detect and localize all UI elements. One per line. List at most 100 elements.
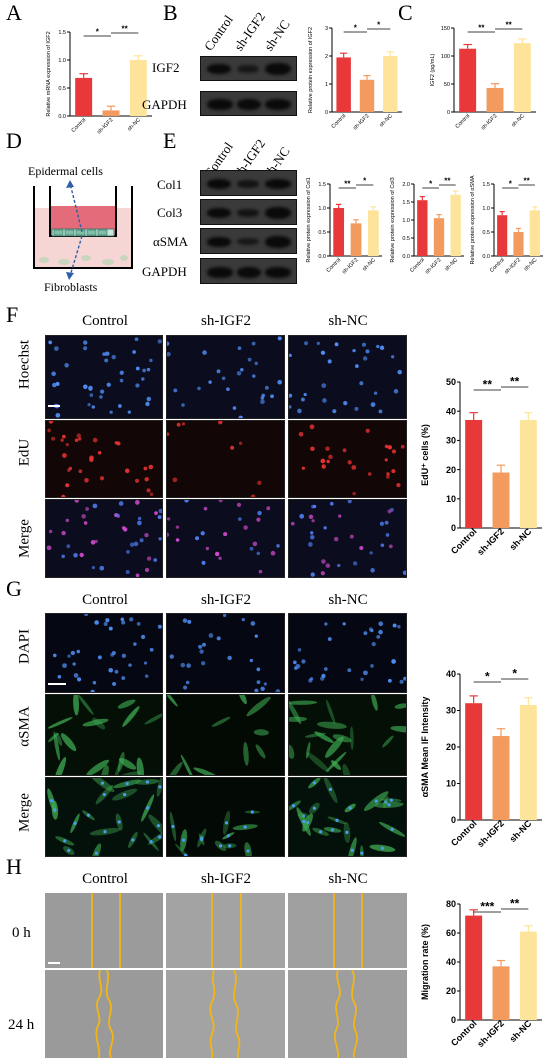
y-tick-label: 3 bbox=[325, 26, 328, 32]
nucleus bbox=[148, 464, 154, 470]
y-tick-label: 50 bbox=[444, 82, 450, 88]
nucleus bbox=[260, 396, 265, 400]
panel-label-a: A bbox=[6, 0, 22, 25]
y-tick-label: 1 bbox=[325, 82, 328, 88]
nucleus bbox=[256, 517, 261, 522]
nucleus bbox=[308, 678, 313, 683]
scale-bar-g bbox=[48, 683, 66, 685]
nucleus bbox=[301, 659, 306, 664]
bar bbox=[492, 736, 510, 820]
nucleus bbox=[347, 668, 352, 673]
col-title-control-f: Control bbox=[82, 313, 128, 329]
nucleus bbox=[149, 840, 153, 844]
nucleus bbox=[312, 806, 316, 810]
nucleus bbox=[158, 537, 162, 541]
nucleus bbox=[352, 491, 356, 496]
nucleus bbox=[391, 449, 397, 454]
nucleus bbox=[134, 337, 139, 342]
blot-gapdh-b bbox=[200, 91, 297, 116]
y-tick-label: 0.0 bbox=[482, 254, 490, 260]
nucleus bbox=[127, 410, 131, 414]
nucleus bbox=[144, 674, 149, 678]
nucleus bbox=[53, 808, 57, 812]
nucleus bbox=[66, 544, 71, 549]
x-tick-label: sh-NC bbox=[127, 117, 142, 132]
image-scratch-24h-sh-nc bbox=[288, 970, 407, 1058]
lane-label-control: Control bbox=[200, 12, 236, 54]
nucleus bbox=[145, 780, 150, 784]
nucleus bbox=[402, 570, 406, 576]
cell bbox=[167, 695, 178, 707]
nucleus bbox=[62, 663, 67, 668]
cell bbox=[60, 733, 77, 752]
x-tick-label: sh-IGF2 bbox=[424, 257, 442, 275]
cell-texture bbox=[167, 336, 283, 418]
col-title-sh-nc-g: sh-NC bbox=[328, 592, 368, 608]
nucleus bbox=[181, 422, 186, 426]
significance-label: *** bbox=[480, 900, 494, 914]
nucleus bbox=[91, 405, 95, 409]
nucleus bbox=[302, 819, 306, 824]
nucleus bbox=[350, 848, 354, 852]
nucleus bbox=[254, 361, 258, 366]
col-title-control-g: Control bbox=[82, 592, 128, 608]
nucleus bbox=[83, 346, 88, 351]
nucleus bbox=[124, 468, 130, 474]
nucleus bbox=[359, 381, 364, 386]
cell-texture bbox=[293, 621, 406, 684]
nucleus bbox=[62, 453, 67, 458]
nucleus bbox=[365, 428, 370, 433]
image-dapi-sh-nc bbox=[288, 613, 407, 693]
nucleus bbox=[77, 437, 82, 441]
image-hoechst-control bbox=[45, 335, 163, 419]
nucleus bbox=[149, 492, 154, 497]
nucleus bbox=[157, 339, 162, 344]
x-tick-label: sh-IGF2 bbox=[475, 818, 506, 849]
y-tick-label: 20 bbox=[446, 465, 456, 475]
nucleus bbox=[175, 525, 180, 529]
nucleus bbox=[347, 500, 352, 504]
image-scratch-0h-control bbox=[45, 893, 163, 968]
nucleus bbox=[99, 389, 105, 394]
nucleus bbox=[277, 336, 282, 341]
nucleus bbox=[392, 623, 397, 628]
nucleus bbox=[250, 810, 254, 814]
nucleus bbox=[342, 448, 347, 453]
x-tick-label: sh-IGF2 bbox=[96, 117, 114, 135]
y-tick-label: 1.0 bbox=[58, 58, 66, 64]
nucleus bbox=[232, 406, 237, 410]
band bbox=[265, 207, 291, 219]
bar bbox=[492, 472, 510, 528]
nucleus bbox=[205, 546, 210, 551]
bar bbox=[465, 703, 483, 820]
bar bbox=[465, 915, 483, 1020]
nucleus bbox=[252, 541, 258, 547]
x-tick-label: sh-IGF2 bbox=[480, 113, 498, 131]
cell bbox=[101, 764, 109, 775]
nucleus bbox=[387, 445, 393, 450]
chart-h-migration: Migration rate (%)020406080Controlsh-IGF… bbox=[420, 897, 542, 1049]
image-scratch-24h-control bbox=[45, 970, 163, 1058]
nucleus bbox=[139, 538, 144, 543]
nucleus bbox=[154, 511, 158, 515]
nucleus bbox=[135, 366, 140, 371]
nucleus bbox=[310, 531, 314, 535]
nucleus bbox=[270, 550, 276, 556]
nucleus bbox=[157, 515, 162, 519]
nucleus bbox=[89, 393, 94, 397]
y-tick-label: 20 bbox=[446, 986, 456, 996]
x-tick-label: Control bbox=[70, 117, 87, 134]
cell-texture bbox=[167, 500, 280, 574]
nucleus bbox=[182, 618, 188, 623]
nucleus bbox=[64, 363, 69, 368]
panel-label-b: B bbox=[163, 0, 178, 25]
nucleus bbox=[167, 432, 170, 436]
y-tick-label: 0 bbox=[451, 523, 456, 533]
cell bbox=[167, 761, 183, 775]
y-tick-label: 1.0 bbox=[318, 206, 326, 212]
blot-asma bbox=[200, 228, 297, 254]
cell-texture bbox=[169, 614, 281, 692]
nucleus bbox=[128, 663, 132, 667]
chart-e-asma: Relative protein expression of αSMA 0.0 0.… bbox=[470, 175, 543, 275]
nucleus bbox=[264, 385, 269, 390]
